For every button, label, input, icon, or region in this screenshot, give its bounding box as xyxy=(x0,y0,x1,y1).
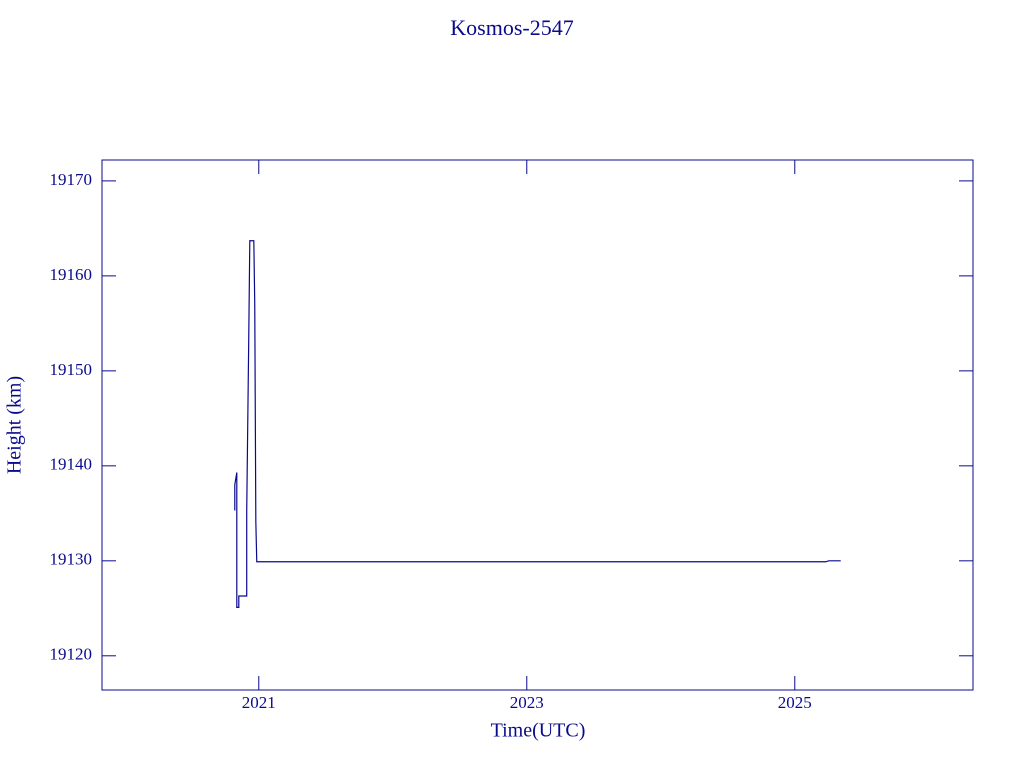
y-tick-label: 19170 xyxy=(50,170,93,189)
y-tick-label: 19150 xyxy=(50,360,93,379)
x-tick-label: 2023 xyxy=(510,693,544,712)
y-tick-label: 19130 xyxy=(50,550,93,569)
x-tick-label: 2021 xyxy=(242,693,276,712)
x-axis-label: Time(UTC) xyxy=(491,720,586,742)
y-tick-label: 19140 xyxy=(50,455,93,474)
chart-title: Kosmos-2547 xyxy=(450,15,573,40)
y-tick-label: 19120 xyxy=(50,645,93,664)
plot-frame xyxy=(101,159,974,691)
x-tick-label: 2025 xyxy=(778,693,812,712)
y-axis-label: Height (km) xyxy=(4,376,26,474)
y-tick-label: 19160 xyxy=(50,265,93,284)
data-line xyxy=(234,240,841,608)
